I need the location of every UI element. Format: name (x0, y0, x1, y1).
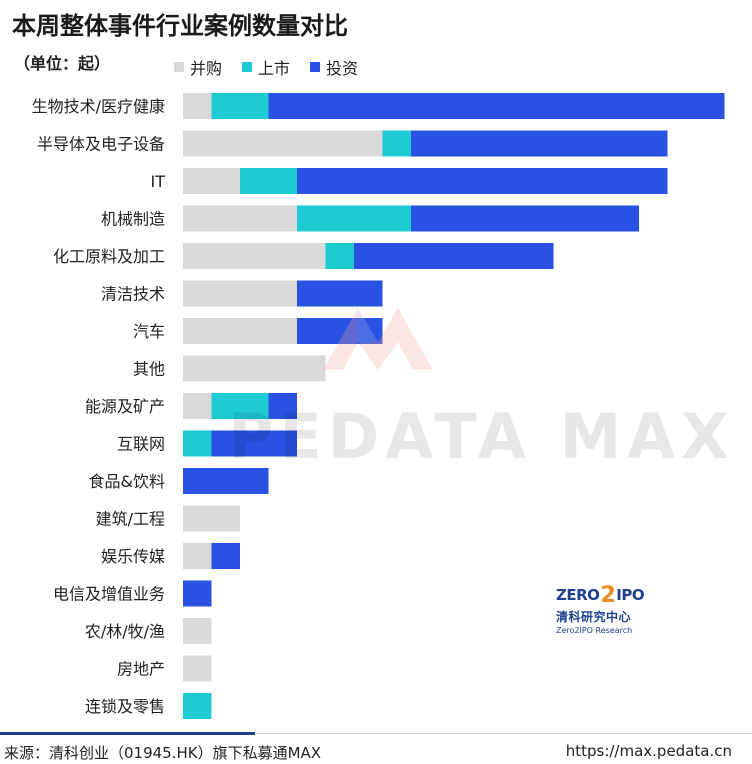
brand-logo-mark: ZERO 2 IPO (556, 582, 646, 608)
bar-segment-ipo (183, 430, 212, 457)
bar-segment-ma (183, 655, 212, 682)
bar-segment-ma (183, 168, 240, 194)
legend-item-ma: 并购 (174, 55, 222, 79)
category-label: 汽车 (133, 322, 165, 341)
category-label: 建筑/工程 (96, 510, 165, 529)
bar-segment-ma (183, 93, 212, 119)
legend-label-ipo: 上市 (258, 59, 291, 78)
legend-swatch-ipo (242, 62, 253, 72)
category-label: IT (151, 172, 166, 191)
brand-logo: ZERO 2 IPO 清科研究中心 Zero2IPO Research (556, 582, 646, 635)
category-label: 其他 (133, 360, 165, 379)
bar-segment-ma (183, 505, 240, 532)
legend-item-investment: 投资 (310, 55, 358, 79)
category-label: 农/林/牧/渔 (85, 622, 165, 641)
bar-segment-ipo (382, 130, 411, 157)
bar-segment-ma (183, 130, 383, 157)
bar-segment-ma (183, 205, 297, 232)
legend-swatch-ma (174, 62, 184, 72)
bar-segment-ipo (211, 93, 269, 119)
bar-segment-investment (211, 430, 297, 457)
bar-segment-ipo (183, 693, 212, 719)
bar-segment-investment (268, 93, 725, 119)
footer-source: 来源：清科创业（01945.HK）旗下私募通MAX (4, 744, 322, 762)
watermark-logo-icon (323, 308, 433, 370)
bar-segment-investment (297, 280, 383, 307)
bar-segment-ipo (297, 205, 411, 232)
bar-segment-investment (354, 243, 554, 269)
category-label: 能源及矿产 (85, 397, 165, 416)
bar-segment-ma (183, 355, 326, 382)
footer-divider (0, 733, 752, 734)
bar-segment-investment (183, 468, 269, 494)
legend-label-ma: 并购 (190, 59, 223, 78)
category-label: 清洁技术 (101, 285, 165, 304)
category-label: 生物技术/医疗健康 (32, 97, 165, 116)
category-label: 娱乐传媒 (101, 547, 165, 566)
category-label: 连锁及零售 (85, 697, 165, 716)
category-label: 电信及增值业务 (53, 585, 165, 604)
bar-segment-investment (297, 168, 668, 194)
bar-segment-ma (183, 543, 212, 569)
bar-segment-ipo (325, 243, 354, 269)
legend: 并购 上市 投资 (174, 55, 378, 79)
category-label: 房地产 (117, 660, 165, 679)
bar-segment-ma (183, 280, 297, 307)
brand-logo-left: ZERO (556, 586, 600, 604)
category-label: 食品&饮料 (89, 472, 165, 491)
legend-label-investment: 投资 (326, 59, 359, 78)
bar-segment-investment (211, 543, 240, 569)
bar-segment-ma (183, 393, 212, 419)
category-label: 互联网 (117, 435, 165, 454)
unit-label: （单位：起） (14, 54, 111, 73)
category-label: 半导体及电子设备 (37, 135, 165, 154)
legend-swatch-investment (310, 62, 321, 72)
bar-segment-ipo (240, 168, 297, 194)
bar-segment-investment (268, 393, 297, 419)
bar-segment-ma (183, 243, 326, 269)
bar-segment-investment (183, 580, 212, 607)
category-label: 机械制造 (101, 210, 165, 229)
brand-logo-right: IPO (616, 586, 645, 604)
brand-name-cn: 清科研究中心 (556, 610, 632, 624)
bar-segment-investment (411, 130, 668, 157)
bar-segment-ma (183, 618, 212, 644)
footer-divider-accent (0, 732, 255, 735)
bar-segment-investment (297, 318, 383, 344)
footer-url: https://max.pedata.cn (565, 742, 732, 760)
bar-segment-ipo (211, 393, 269, 419)
watermark: PEDATA MAX (228, 400, 735, 473)
brand-logo-mid: 2 (600, 582, 616, 608)
bar-segment-ma (183, 318, 297, 344)
brand-name-en: Zero2IPO Research (556, 626, 633, 635)
category-label: 化工原料及加工 (53, 247, 165, 266)
legend-item-ipo: 上市 (242, 55, 290, 79)
chart-title: 本周整体事件行业案例数量对比 (12, 12, 348, 40)
bar-segment-investment (411, 205, 639, 232)
